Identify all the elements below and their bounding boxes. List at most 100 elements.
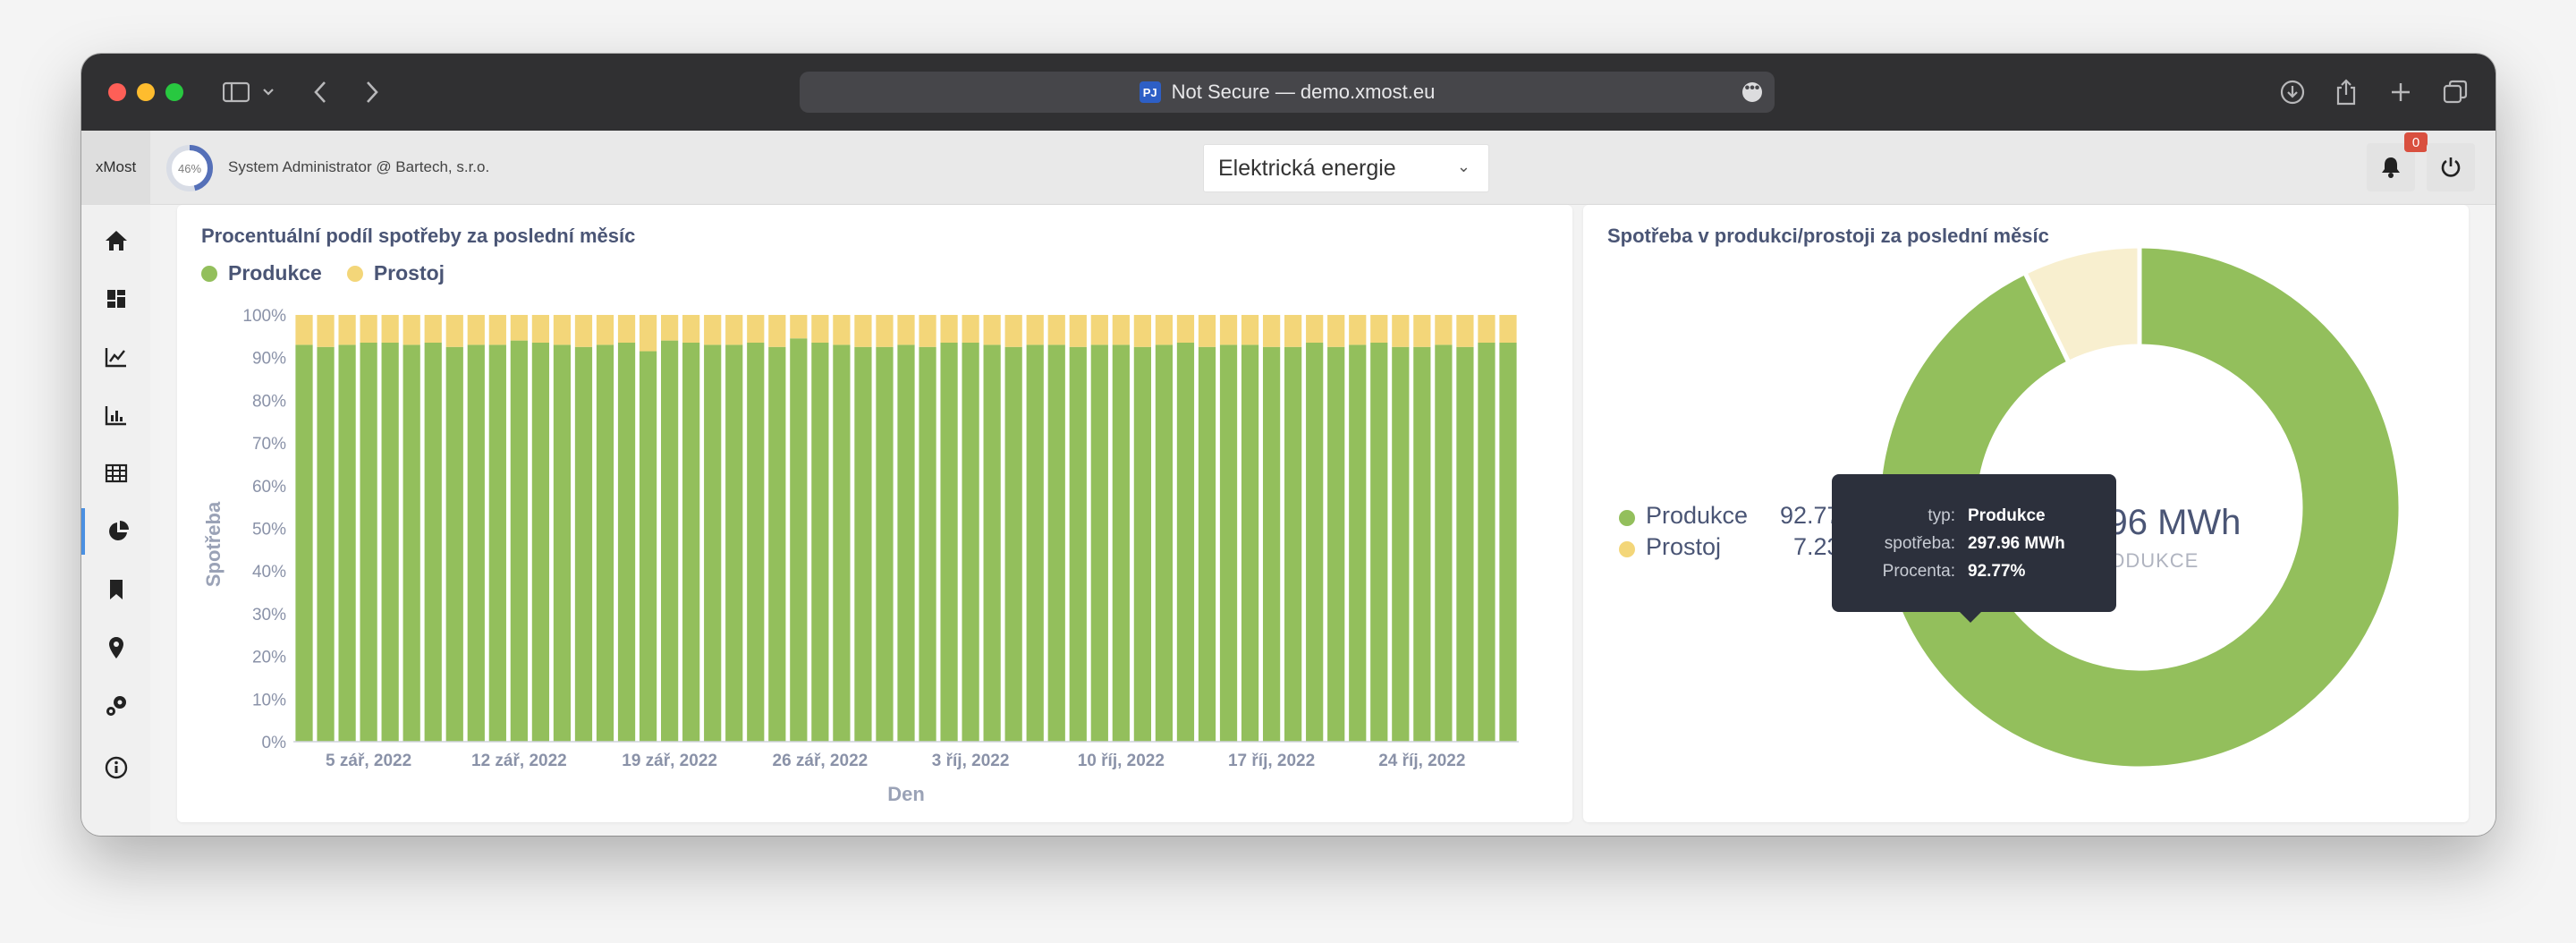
- bar-segment-produkce[interactable]: [1349, 344, 1367, 742]
- bar-segment-prostoj[interactable]: [833, 315, 851, 345]
- bar-segment-produkce[interactable]: [1069, 346, 1087, 742]
- bar-segment-produkce[interactable]: [811, 343, 829, 742]
- bar-segment-produkce[interactable]: [510, 340, 528, 742]
- bar-segment-prostoj[interactable]: [1112, 315, 1130, 345]
- bar-segment-prostoj[interactable]: [897, 315, 915, 345]
- bar-segment-prostoj[interactable]: [854, 315, 872, 347]
- bar-segment-prostoj[interactable]: [747, 315, 765, 344]
- bar-segment-produkce[interactable]: [725, 344, 743, 742]
- sidebar-item-line-chart[interactable]: [81, 334, 150, 380]
- bar-segment-produkce[interactable]: [768, 346, 786, 742]
- bar-segment-prostoj[interactable]: [962, 315, 979, 344]
- bar-segment-prostoj[interactable]: [940, 315, 958, 344]
- bar-segment-prostoj[interactable]: [1198, 315, 1216, 347]
- bar-segment-produkce[interactable]: [617, 343, 636, 742]
- bar-segment-produkce[interactable]: [445, 346, 463, 742]
- bar-segment-prostoj[interactable]: [424, 315, 442, 344]
- bar-segment-prostoj[interactable]: [1306, 315, 1324, 344]
- chevron-down-icon[interactable]: [260, 77, 276, 107]
- bar-segment-produkce[interactable]: [1176, 343, 1195, 742]
- sidebar-item-dashboard[interactable]: [81, 276, 150, 322]
- bar-segment-produkce[interactable]: [488, 344, 506, 742]
- bar-segment-prostoj[interactable]: [768, 315, 786, 347]
- bar-segment-prostoj[interactable]: [725, 315, 743, 345]
- bar-segment-produkce[interactable]: [790, 338, 808, 742]
- bar-segment-prostoj[interactable]: [919, 315, 936, 347]
- logout-button[interactable]: [2427, 143, 2475, 191]
- bar-segment-produkce[interactable]: [1499, 343, 1517, 742]
- sidebar-toggle-icon[interactable]: [220, 77, 252, 107]
- bar-segment-prostoj[interactable]: [790, 315, 808, 339]
- legend-label-produkce[interactable]: Produkce: [228, 261, 322, 285]
- bar-segment-produkce[interactable]: [1370, 343, 1388, 742]
- brand-logo[interactable]: xMost: [81, 131, 150, 204]
- bar-segment-prostoj[interactable]: [1026, 315, 1044, 345]
- bar-segment-prostoj[interactable]: [1047, 315, 1065, 345]
- bar-segment-prostoj[interactable]: [811, 315, 829, 344]
- new-tab-icon[interactable]: [2385, 77, 2416, 107]
- bar-segment-prostoj[interactable]: [510, 315, 528, 341]
- bar-segment-prostoj[interactable]: [1392, 315, 1410, 347]
- bar-segment-prostoj[interactable]: [704, 315, 722, 345]
- bar-segment-prostoj[interactable]: [1499, 315, 1517, 344]
- bar-segment-produkce[interactable]: [596, 344, 614, 742]
- minimize-window-button[interactable]: [137, 83, 155, 101]
- bar-segment-produkce[interactable]: [402, 344, 420, 742]
- bar-segment-prostoj[interactable]: [983, 315, 1001, 345]
- page-menu-icon[interactable]: •••: [1742, 81, 1762, 102]
- bar-segment-produkce[interactable]: [467, 344, 485, 742]
- bar-segment-prostoj[interactable]: [488, 315, 506, 345]
- sidebar-item-bar-chart[interactable]: [81, 392, 150, 438]
- bar-segment-produkce[interactable]: [1112, 344, 1130, 742]
- bar-segment-produkce[interactable]: [704, 344, 722, 742]
- bar-segment-produkce[interactable]: [1435, 344, 1453, 742]
- bar-segment-produkce[interactable]: [338, 344, 356, 742]
- bar-segment-prostoj[interactable]: [574, 315, 593, 347]
- bar-segment-prostoj[interactable]: [1349, 315, 1367, 345]
- bar-segment-produkce[interactable]: [897, 344, 915, 742]
- bar-segment-prostoj[interactable]: [1155, 315, 1174, 345]
- bar-segment-produkce[interactable]: [1241, 344, 1259, 742]
- bar-segment-prostoj[interactable]: [1370, 315, 1388, 344]
- bar-segment-prostoj[interactable]: [639, 315, 657, 352]
- bar-segment-produkce[interactable]: [1478, 343, 1496, 742]
- sidebar-item-home[interactable]: [81, 217, 150, 264]
- sidebar-item-bookmark[interactable]: [81, 566, 150, 613]
- address-bar[interactable]: PJ Not Secure — demo.xmost.eu •••: [800, 72, 1775, 113]
- bar-segment-produkce[interactable]: [1327, 346, 1345, 742]
- bar-segment-prostoj[interactable]: [1327, 315, 1345, 347]
- bar-segment-prostoj[interactable]: [467, 315, 485, 345]
- bar-segment-produkce[interactable]: [574, 346, 593, 742]
- bar-segment-prostoj[interactable]: [1004, 315, 1022, 347]
- bar-segment-produkce[interactable]: [295, 344, 313, 742]
- bar-segment-produkce[interactable]: [1090, 344, 1108, 742]
- bar-segment-prostoj[interactable]: [338, 315, 356, 345]
- bar-segment-produkce[interactable]: [1026, 344, 1044, 742]
- sidebar-item-location[interactable]: [81, 624, 150, 671]
- bar-segment-prostoj[interactable]: [531, 315, 550, 344]
- bar-segment-produkce[interactable]: [639, 351, 657, 742]
- bar-segment-prostoj[interactable]: [445, 315, 463, 347]
- back-arrow-icon[interactable]: [309, 77, 331, 107]
- donut-slice-prostoj[interactable]: [2021, 243, 2142, 366]
- bar-segment-prostoj[interactable]: [1478, 315, 1496, 344]
- bar-segment-produkce[interactable]: [531, 343, 550, 742]
- bar-segment-produkce[interactable]: [317, 346, 335, 742]
- forward-arrow-icon[interactable]: [361, 77, 383, 107]
- bar-segment-prostoj[interactable]: [596, 315, 614, 345]
- donut-slice-produkce[interactable]: [1876, 243, 2403, 771]
- bar-segment-prostoj[interactable]: [553, 315, 572, 345]
- bar-segment-produkce[interactable]: [1456, 346, 1474, 742]
- bar-segment-produkce[interactable]: [424, 343, 442, 742]
- bar-segment-prostoj[interactable]: [295, 315, 313, 345]
- bar-segment-prostoj[interactable]: [381, 315, 399, 344]
- bar-segment-produkce[interactable]: [1219, 344, 1238, 742]
- bar-segment-produkce[interactable]: [1133, 346, 1151, 742]
- bar-segment-produkce[interactable]: [983, 344, 1001, 742]
- bar-segment-produkce[interactable]: [919, 346, 936, 742]
- bar-segment-prostoj[interactable]: [1413, 315, 1431, 347]
- bar-segment-prostoj[interactable]: [317, 315, 335, 347]
- bar-segment-prostoj[interactable]: [1176, 315, 1195, 344]
- bar-segment-prostoj[interactable]: [617, 315, 636, 344]
- sidebar-item-pie-chart[interactable]: [81, 508, 150, 555]
